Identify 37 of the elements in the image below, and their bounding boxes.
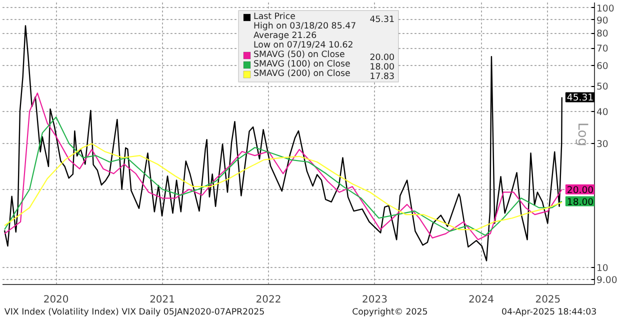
data-label: 20.00 — [566, 184, 594, 196]
y-tick-label: 90 — [596, 15, 608, 26]
y-tick-label: 9.00 — [596, 274, 618, 286]
line-series — [4, 92, 562, 240]
data-label: 45.31 — [566, 92, 594, 104]
line-series — [4, 143, 562, 230]
y-tick-label: 40 — [596, 106, 608, 118]
annotation: 18.00 — [370, 62, 394, 72]
y-tick-label: 80 — [596, 28, 608, 40]
annotation: 17.83 — [370, 72, 394, 82]
legend-label: SMAVG (100) on Close — [254, 60, 350, 70]
legend-label: SMAVG (200) on Close — [254, 69, 350, 79]
text: 04-Apr-2025 18:44:03 — [501, 308, 597, 318]
y-tick-label: 100 — [596, 4, 614, 14]
x-tick-label: 2021 — [150, 294, 176, 306]
y-tick-label: 30 — [596, 139, 608, 150]
legend-label: SMAVG (50) on Close — [254, 50, 345, 60]
text: VIX Index (Volatility Index) VIX Daily 05JAN2020-07APR2025 — [4, 308, 265, 318]
x-tick-label: 2023 — [362, 294, 388, 306]
annotation: Log — [574, 122, 590, 146]
legend-label: Last Price — [254, 12, 296, 22]
y-tick-label: 60 — [596, 61, 608, 72]
x-tick-label: 2022 — [256, 294, 282, 306]
y-tick-label: 10 — [596, 263, 608, 274]
data-label: 18.00 — [566, 196, 594, 208]
x-tick-label: 2025 — [535, 294, 561, 306]
annotation: Average 21.26 — [254, 31, 317, 41]
annotation: 20.00 — [370, 53, 394, 63]
line-series — [4, 116, 562, 236]
annotation: 45.31 — [370, 15, 394, 25]
y-tick-label: 50 — [596, 82, 608, 93]
text: Copyright© 2025 — [352, 308, 428, 318]
y-tick-label: 70 — [596, 44, 608, 55]
annotation: Low on 07/19/24 10.62 — [254, 40, 354, 50]
annotation: High on 03/18/20 85.47 — [254, 22, 356, 32]
x-tick-label: 2024 — [468, 294, 494, 306]
x-tick-label: 2020 — [43, 294, 69, 306]
